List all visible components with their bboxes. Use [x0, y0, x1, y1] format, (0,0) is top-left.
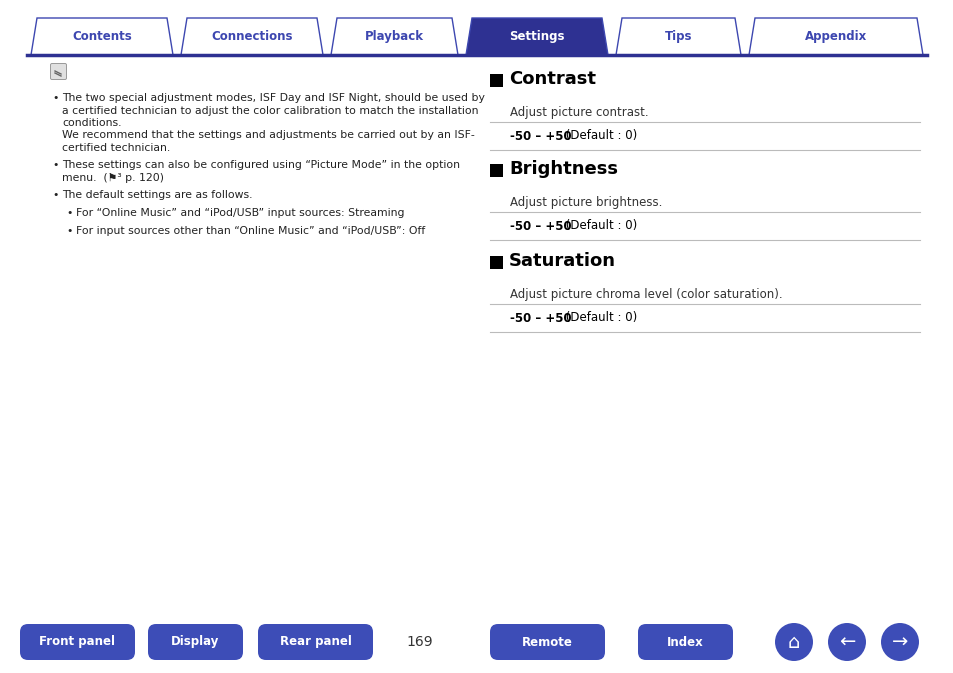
Polygon shape: [331, 18, 457, 55]
Text: -50 – +50: -50 – +50: [510, 312, 571, 324]
Circle shape: [827, 623, 865, 661]
Text: For “Online Music” and “iPod/USB” input sources: Streaming: For “Online Music” and “iPod/USB” input …: [76, 208, 404, 218]
Text: Contrast: Contrast: [509, 71, 596, 89]
Text: Appendix: Appendix: [804, 30, 866, 43]
Text: For input sources other than “Online Music” and “iPod/USB”: Off: For input sources other than “Online Mus…: [76, 225, 425, 236]
Text: conditions.: conditions.: [62, 118, 121, 128]
Text: Front panel: Front panel: [39, 635, 115, 649]
Text: Index: Index: [666, 635, 703, 649]
Polygon shape: [616, 18, 740, 55]
Text: →: →: [891, 633, 907, 651]
Circle shape: [774, 623, 812, 661]
Text: We recommend that the settings and adjustments be carried out by an ISF-: We recommend that the settings and adjus…: [62, 131, 475, 141]
Text: •: •: [52, 160, 58, 170]
Polygon shape: [748, 18, 923, 55]
Text: Display: Display: [172, 635, 219, 649]
FancyBboxPatch shape: [490, 624, 604, 660]
Text: (Default : 0): (Default : 0): [561, 129, 637, 143]
FancyBboxPatch shape: [638, 624, 732, 660]
Text: •: •: [66, 225, 72, 236]
Text: ←: ←: [838, 633, 854, 651]
Text: These settings can also be configured using “Picture Mode” in the option: These settings can also be configured us…: [62, 160, 459, 170]
Text: Saturation: Saturation: [509, 252, 616, 271]
Text: Adjust picture chroma level (color saturation).: Adjust picture chroma level (color satur…: [510, 288, 781, 301]
Text: •: •: [52, 190, 58, 201]
Polygon shape: [30, 18, 172, 55]
Text: Brightness: Brightness: [509, 160, 618, 178]
Text: Connections: Connections: [211, 30, 293, 43]
Circle shape: [880, 623, 918, 661]
Text: The default settings are as follows.: The default settings are as follows.: [62, 190, 253, 201]
Text: Rear panel: Rear panel: [279, 635, 351, 649]
Text: 169: 169: [406, 635, 433, 649]
Text: menu.  (⚑³ p. 120): menu. (⚑³ p. 120): [62, 173, 164, 183]
Text: Contents: Contents: [72, 30, 132, 43]
Text: •: •: [52, 93, 58, 103]
Text: ⌂: ⌂: [787, 633, 800, 651]
Bar: [490, 256, 502, 269]
FancyBboxPatch shape: [148, 624, 243, 660]
Text: -50 – +50: -50 – +50: [510, 219, 571, 232]
Text: The two special adjustment modes, ISF Day and ISF Night, should be used by: The two special adjustment modes, ISF Da…: [62, 93, 484, 103]
Text: Adjust picture contrast.: Adjust picture contrast.: [510, 106, 648, 119]
Text: a certified technician to adjust the color calibration to match the installation: a certified technician to adjust the col…: [62, 106, 478, 116]
Text: Adjust picture brightness.: Adjust picture brightness.: [510, 196, 661, 209]
Text: (Default : 0): (Default : 0): [561, 312, 637, 324]
Polygon shape: [181, 18, 323, 55]
Bar: [490, 74, 502, 87]
Text: (Default : 0): (Default : 0): [561, 219, 637, 232]
Text: Playback: Playback: [365, 30, 423, 43]
Text: Remote: Remote: [521, 635, 573, 649]
FancyBboxPatch shape: [51, 63, 67, 79]
Polygon shape: [465, 18, 607, 55]
Text: •: •: [66, 208, 72, 218]
Text: Tips: Tips: [664, 30, 692, 43]
Text: -50 – +50: -50 – +50: [510, 129, 571, 143]
FancyBboxPatch shape: [20, 624, 135, 660]
Bar: [490, 164, 502, 177]
FancyBboxPatch shape: [257, 624, 373, 660]
Text: certified technician.: certified technician.: [62, 143, 170, 153]
Text: Settings: Settings: [509, 30, 564, 43]
